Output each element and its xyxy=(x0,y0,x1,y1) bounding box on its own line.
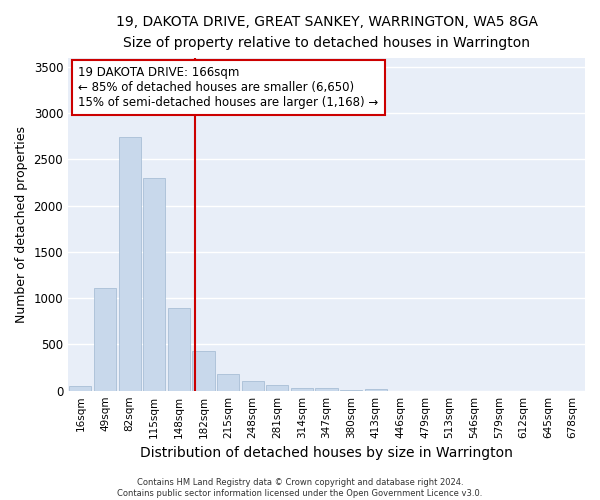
Text: 19 DAKOTA DRIVE: 166sqm
← 85% of detached houses are smaller (6,650)
15% of semi: 19 DAKOTA DRIVE: 166sqm ← 85% of detache… xyxy=(79,66,379,109)
X-axis label: Distribution of detached houses by size in Warrington: Distribution of detached houses by size … xyxy=(140,446,513,460)
Text: Contains HM Land Registry data © Crown copyright and database right 2024.
Contai: Contains HM Land Registry data © Crown c… xyxy=(118,478,482,498)
Bar xyxy=(365,388,387,390)
Y-axis label: Number of detached properties: Number of detached properties xyxy=(15,126,28,322)
Bar xyxy=(266,384,289,390)
Bar xyxy=(69,386,91,390)
Bar xyxy=(119,138,140,390)
Bar xyxy=(242,382,264,390)
Bar xyxy=(94,288,116,390)
Bar xyxy=(168,308,190,390)
Bar xyxy=(291,388,313,390)
Bar xyxy=(143,178,165,390)
Bar xyxy=(193,351,215,391)
Bar xyxy=(316,388,338,390)
Bar xyxy=(217,374,239,390)
Title: 19, DAKOTA DRIVE, GREAT SANKEY, WARRINGTON, WA5 8GA
Size of property relative to: 19, DAKOTA DRIVE, GREAT SANKEY, WARRINGT… xyxy=(116,15,538,50)
